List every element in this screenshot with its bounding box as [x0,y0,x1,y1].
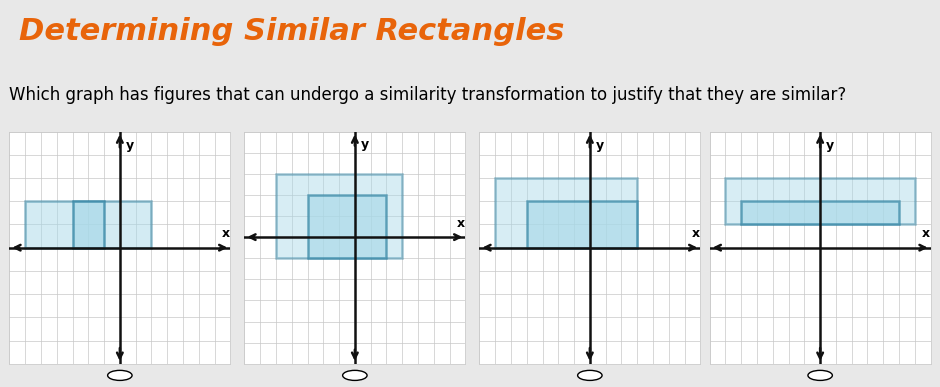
Text: Which graph has figures that can undergo a similarity transformation to justify : Which graph has figures that can undergo… [9,86,847,104]
Text: y: y [825,139,834,152]
Text: y: y [595,139,603,152]
Text: Determining Similar Rectangles: Determining Similar Rectangles [19,17,564,46]
Bar [307,195,386,258]
Text: y: y [360,138,368,151]
Bar [276,174,402,258]
Text: x: x [222,226,229,240]
Text: x: x [692,226,699,240]
Text: y: y [125,139,133,152]
Text: x: x [922,226,930,240]
Bar [495,178,637,248]
Bar [25,201,151,248]
Text: x: x [457,217,464,230]
Bar [742,201,899,224]
Bar [72,201,104,248]
Bar [526,201,637,248]
Bar [726,178,915,224]
